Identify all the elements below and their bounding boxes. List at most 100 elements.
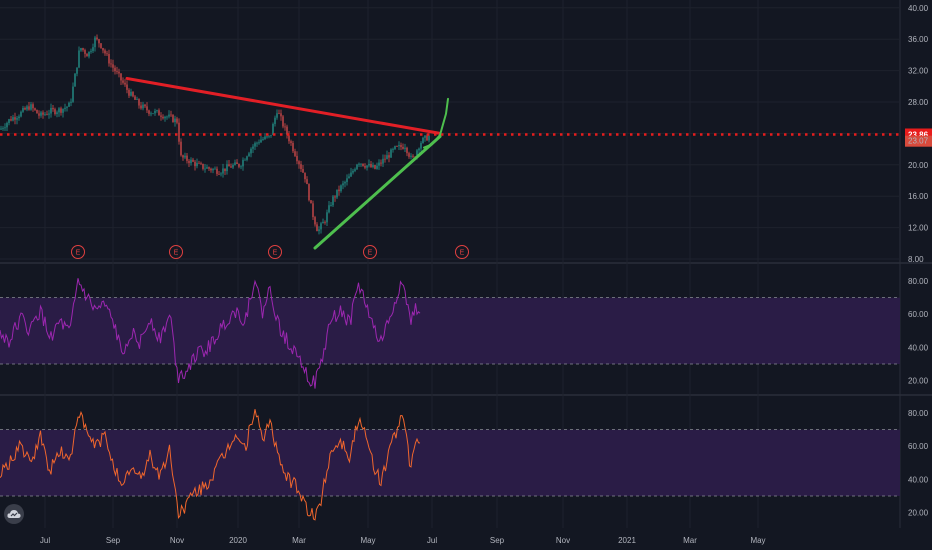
candle-body [334, 196, 336, 198]
tradingview-logo[interactable] [4, 504, 24, 524]
candle-body [156, 110, 158, 112]
candle-body [44, 114, 46, 115]
candle-body [106, 53, 108, 55]
candle-body [328, 205, 330, 213]
candle-body [26, 106, 28, 110]
candle-body [346, 178, 348, 183]
candle-body [2, 128, 4, 130]
support-trendline [313, 135, 442, 250]
candle-body [310, 200, 312, 204]
y-tick-label: 20.00 [908, 161, 929, 170]
candle-body [14, 117, 16, 120]
candle-body [368, 163, 370, 166]
candle-body [18, 116, 20, 119]
candle-body [88, 51, 90, 57]
candle-body [80, 48, 82, 51]
candle-body [428, 135, 430, 141]
candle-body [176, 118, 178, 123]
candle-body [266, 136, 268, 138]
candle-body [238, 163, 240, 167]
candle-body [406, 147, 408, 154]
candle-body [76, 67, 78, 74]
candle-body [370, 163, 372, 168]
candle-body [298, 161, 300, 165]
candle-body [68, 102, 70, 107]
candle-body [308, 184, 310, 201]
candle-body [56, 112, 58, 114]
candle-body [244, 159, 246, 161]
candle-body [290, 141, 292, 143]
rsi-y-tick-label: 20.00 [908, 377, 929, 386]
candle-body [204, 168, 206, 170]
candle-body [138, 99, 140, 106]
oscillator-band [0, 429, 900, 496]
candle-body [64, 107, 66, 109]
candle-body [316, 224, 318, 232]
oscillator-line [0, 409, 421, 521]
candle-body [218, 173, 220, 175]
candle-body [224, 168, 226, 172]
candle-body [46, 114, 48, 115]
candle-body [342, 183, 344, 186]
oscillator-y-tick-label: 40.00 [908, 475, 929, 484]
candle-body [330, 205, 332, 207]
candle-body [38, 113, 40, 116]
candle-body [426, 135, 428, 141]
x-tick-label: May [750, 536, 765, 545]
candle-body [62, 108, 64, 113]
earnings-label: E [273, 250, 278, 257]
candle-body [94, 37, 96, 48]
earnings-circle [169, 245, 183, 259]
candle-body [0, 128, 2, 130]
candle-body [344, 182, 346, 184]
candle-body [58, 108, 60, 113]
candle-body [284, 126, 286, 128]
candle-body [116, 71, 118, 72]
y-tick-label: 40.00 [908, 4, 929, 13]
candle-body [420, 143, 422, 149]
candle-body [212, 168, 214, 171]
rsi-line [0, 278, 421, 389]
x-tick-label: Mar [683, 536, 697, 545]
other-price-tag: 23.07 [905, 135, 932, 147]
candle-body [246, 156, 248, 160]
rsi-y-tick-label: 60.00 [908, 310, 929, 319]
earnings-e-icon: E [268, 245, 282, 259]
y-tick-label: 32.00 [908, 67, 929, 76]
candle-body [390, 149, 392, 158]
rsi-y-tick-label: 80.00 [908, 277, 929, 286]
candle-body [202, 163, 204, 169]
candle-body [214, 168, 216, 170]
candle-body [382, 158, 384, 164]
candle-body [34, 108, 36, 110]
candle-body [48, 113, 50, 115]
candle-body [252, 146, 254, 149]
candle-body [416, 150, 418, 157]
candle-body [74, 73, 76, 87]
candle-body [312, 203, 314, 218]
candle-body [236, 162, 238, 164]
candle-body [272, 123, 274, 135]
candle-body [22, 107, 24, 112]
candle-body [206, 167, 208, 169]
candle-body [286, 126, 288, 135]
candle-body [404, 147, 406, 149]
earnings-label: E [368, 250, 373, 257]
candle-body [90, 50, 92, 52]
candle-body [172, 115, 174, 123]
candle-body [16, 118, 18, 120]
earnings-label: E [460, 250, 465, 257]
rsi-band [0, 297, 900, 364]
candle-body [148, 110, 150, 114]
candle-body [150, 113, 152, 115]
candle-body [270, 134, 272, 136]
candle-body [324, 221, 326, 223]
x-tick-label: 2021 [618, 536, 636, 545]
candle-body [264, 136, 266, 139]
candle-body [122, 80, 124, 83]
candle-body [32, 104, 34, 109]
candle-body [422, 137, 424, 144]
resistance-trendline [125, 76, 442, 135]
candle-body [408, 153, 410, 157]
